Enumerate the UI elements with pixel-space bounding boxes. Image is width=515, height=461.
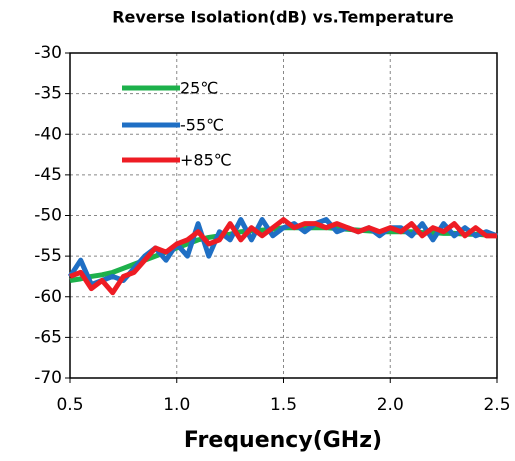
y-tick-label: -40 xyxy=(34,124,62,144)
y-tick-label: -35 xyxy=(34,84,62,104)
y-tick-label: -45 xyxy=(34,165,62,185)
legend-label: -55℃ xyxy=(180,116,224,135)
series-line xyxy=(67,217,498,288)
x-tick-label: 0.5 xyxy=(56,395,83,415)
x-tick-label: 2.0 xyxy=(377,395,404,415)
plot-frame xyxy=(69,52,498,379)
y-tick-label: -60 xyxy=(34,287,62,307)
x-tick-label: 1.0 xyxy=(163,395,190,415)
x-tick-label: 2.5 xyxy=(483,395,510,415)
legend-label: +85℃ xyxy=(180,151,232,170)
series-line xyxy=(69,217,497,296)
y-tick-label: -55 xyxy=(34,246,62,266)
legend-label: 25℃ xyxy=(180,79,218,98)
chart-title: Reverse Isolation(dB) vs.Temperature xyxy=(112,8,454,27)
y-tick-label: -50 xyxy=(34,206,62,226)
y-tick-label: -30 xyxy=(34,43,62,63)
x-tick-label: 1.5 xyxy=(270,395,297,415)
y-tick-label: -65 xyxy=(34,327,62,347)
y-tick-label: -70 xyxy=(34,368,62,388)
x-axis-label: Frequency(GHz) xyxy=(184,428,382,453)
